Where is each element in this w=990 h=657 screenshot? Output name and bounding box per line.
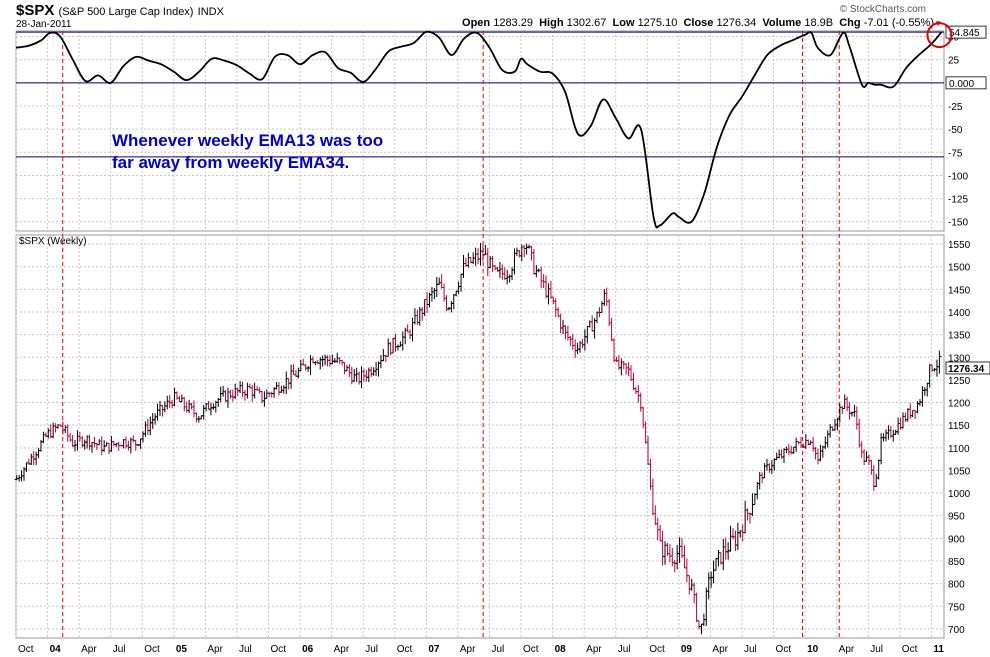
symbol-title: $SPX (S&P 500 Large Cap Index) INDX bbox=[16, 2, 224, 19]
brand-label: © StockCharts.com bbox=[839, 4, 926, 15]
zero-value-label-text: 0.000 bbox=[949, 79, 974, 90]
zero-value-label-frame bbox=[945, 76, 987, 90]
ema-spread-line bbox=[15, 30, 943, 229]
x-tick-label: Oct bbox=[776, 644, 792, 655]
price-bar bbox=[937, 350, 942, 374]
x-tick-label: Jul bbox=[744, 644, 757, 655]
x-tick-label: Jul bbox=[239, 644, 252, 655]
open-value: 1283.29 bbox=[493, 17, 533, 29]
price-y-tick-label: 700 bbox=[948, 625, 965, 636]
price-panel-title: $SPX (Weekly) bbox=[19, 236, 87, 247]
annotation-text-line: far away from weekly EMA34. bbox=[112, 153, 349, 172]
indicator-y-tick-label: -100 bbox=[948, 171, 968, 182]
symbol-description: (S&P 500 Large Cap Index) bbox=[58, 6, 194, 18]
x-tick-label: Apr bbox=[334, 644, 350, 655]
quote-line: Open 1283.29 High 1302.67 Low 1275.10 Cl… bbox=[462, 17, 934, 29]
volume-value: 18.9B bbox=[804, 17, 834, 29]
price-y-tick-label: 850 bbox=[948, 557, 965, 568]
price-y-tick-label: 1450 bbox=[948, 285, 971, 296]
exchange-label: INDX bbox=[197, 6, 224, 18]
indicator-last-value-label-text: 54.845 bbox=[949, 28, 980, 39]
x-tick-label: Apr bbox=[586, 644, 602, 655]
indicator-y-tick-label: -50 bbox=[948, 125, 963, 136]
price-y-tick-label: 1400 bbox=[948, 308, 971, 319]
price-y-tick-label: 1150 bbox=[948, 421, 970, 432]
x-tick-label: Apr bbox=[839, 644, 855, 655]
price-last-value-label: 1276.34 bbox=[945, 361, 990, 375]
x-tick-label: 05 bbox=[176, 644, 188, 655]
close-value: 1276.34 bbox=[716, 17, 757, 29]
x-tick-label: 11 bbox=[933, 644, 944, 655]
x-tick-label: Oct bbox=[523, 644, 539, 655]
price-y-tick-label: 1350 bbox=[948, 331, 971, 342]
price-y-tick-label: 1100 bbox=[948, 444, 970, 455]
low-value: 1275.10 bbox=[637, 17, 678, 29]
indicator-y-tick-label: -150 bbox=[948, 218, 968, 229]
x-tick-label: Jul bbox=[365, 644, 378, 655]
price-y-tick-label: 1250 bbox=[948, 376, 971, 387]
indicator-y-tick-label: 25 bbox=[948, 56, 960, 67]
price-last-value-text: 1276.34 bbox=[948, 364, 985, 375]
x-tick-label: Apr bbox=[460, 644, 476, 655]
x-tick-label: Jul bbox=[113, 644, 126, 655]
price-bars bbox=[14, 242, 942, 635]
indicator-last-value-label: 54.845 bbox=[945, 25, 987, 39]
x-tick-label: Apr bbox=[81, 644, 97, 655]
highlight-circle bbox=[926, 22, 953, 49]
x-tick-label: Apr bbox=[712, 644, 728, 655]
price-y-tick-label: 1200 bbox=[948, 399, 971, 410]
x-tick-label: Oct bbox=[397, 644, 413, 655]
x-tick-label: Oct bbox=[271, 644, 287, 655]
x-tick-label: Oct bbox=[144, 644, 160, 655]
x-tick-label: Apr bbox=[207, 644, 223, 655]
chart-header: $SPX (S&P 500 Large Cap Index) INDX 28-J… bbox=[0, 0, 990, 30]
indicator-panel-frame bbox=[15, 30, 945, 232]
x-tick-label: Jul bbox=[491, 644, 504, 655]
chart-date: 28-Jan-2011 bbox=[16, 19, 72, 30]
indicator-y-tick-label: -25 bbox=[948, 102, 963, 113]
x-tick-label: 09 bbox=[681, 644, 693, 655]
zero-value-label: 0.000 bbox=[945, 76, 987, 90]
x-tick-label: Oct bbox=[649, 644, 665, 655]
price-y-tick-label: 900 bbox=[948, 534, 965, 545]
x-tick-label: 07 bbox=[428, 644, 440, 655]
annotation-text-line: Whenever weekly EMA13 was too bbox=[112, 131, 383, 150]
x-tick-label: Oct bbox=[902, 644, 918, 655]
x-tick-label: 08 bbox=[555, 644, 567, 655]
x-tick-label: Jul bbox=[870, 644, 883, 655]
price-y-tick-label: 950 bbox=[948, 512, 965, 523]
price-y-tick-label: 1000 bbox=[948, 489, 971, 500]
price-y-tick-label: 750 bbox=[948, 602, 965, 613]
price-y-tick-label: 1500 bbox=[948, 263, 971, 274]
indicator-y-tick-label: -125 bbox=[948, 195, 968, 206]
x-tick-label: Jul bbox=[618, 644, 631, 655]
price-y-tick-label: 1300 bbox=[948, 353, 971, 364]
indicator-last-value-label-frame bbox=[945, 25, 987, 39]
x-tick-label: Oct bbox=[18, 644, 34, 655]
indicator-y-tick-label: -75 bbox=[948, 148, 963, 159]
price-y-tick-label: 1050 bbox=[948, 466, 971, 477]
x-tick-label: 06 bbox=[302, 644, 314, 655]
price-y-tick-label: 800 bbox=[948, 580, 965, 591]
high-value: 1302.67 bbox=[566, 17, 607, 29]
price-y-tick-label: 1550 bbox=[948, 240, 971, 251]
x-tick-label: 10 bbox=[807, 644, 819, 655]
chg-value: -7.01 (-0.55%) bbox=[863, 17, 934, 29]
price-last-value-frame bbox=[945, 361, 990, 375]
x-tick-label: 04 bbox=[50, 644, 62, 655]
price-panel-frame bbox=[15, 234, 945, 639]
